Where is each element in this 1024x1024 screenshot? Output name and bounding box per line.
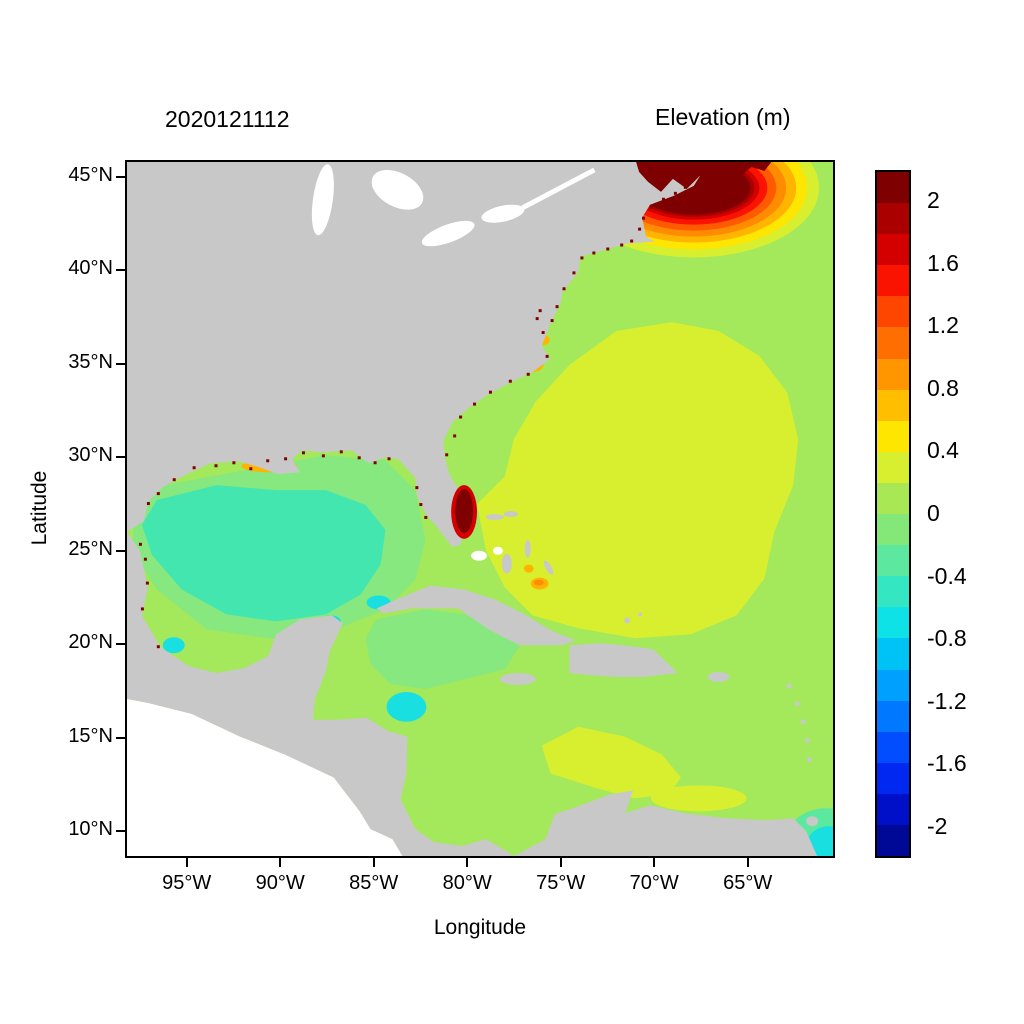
- colorbar-block: [877, 234, 909, 266]
- colorbar-tick-label: 1.2: [927, 312, 959, 339]
- x-tick-mark: [559, 858, 562, 867]
- y-tick-mark: [116, 736, 125, 739]
- x-tick-mark: [653, 858, 656, 867]
- pacific-no-data: [127, 698, 403, 856]
- colorbar-block: [877, 327, 909, 359]
- coastal-flood-speckles: [138, 185, 687, 649]
- y-tick-mark: [116, 549, 125, 552]
- x-tick-mark: [466, 858, 469, 867]
- y-tick-label: 20°N: [68, 631, 113, 654]
- land-north-america: [127, 162, 709, 547]
- islands: [376, 510, 819, 827]
- y-tick-label: 35°N: [68, 350, 113, 373]
- bahama-bank: [471, 550, 487, 561]
- colorbar-block: [877, 265, 909, 297]
- colorbar: [875, 170, 911, 858]
- colorbar-tick-label: -1.2: [927, 687, 967, 714]
- colorbar-block: [877, 700, 909, 732]
- colorbar-tick-label: -1.6: [927, 750, 967, 777]
- colorbar-block: [877, 793, 909, 825]
- y-tick-mark: [116, 362, 125, 365]
- colorbar-block: [877, 482, 909, 515]
- land-mexico-central-america: [127, 531, 514, 856]
- x-tick-label: 90°W: [255, 872, 305, 894]
- x-tick-mark: [372, 858, 375, 867]
- island-puerto-rico: [707, 672, 730, 683]
- colorbar-block: [877, 576, 909, 608]
- x-tick-mark: [746, 858, 749, 867]
- caribbean-high-patch: [541, 726, 681, 799]
- colorbar-block: [877, 172, 909, 204]
- great-lakes: [311, 164, 596, 247]
- colorbar-title: Elevation (m): [655, 104, 791, 130]
- island-trinidad: [806, 816, 819, 827]
- colorbar-tick-label: 2: [927, 187, 940, 214]
- colorbar-tick-label: -2: [927, 812, 948, 839]
- colorbar-block: [877, 669, 909, 701]
- nw-caribbean-band: [365, 609, 520, 689]
- colorbar-block: [877, 203, 909, 235]
- colorbar-block: [877, 358, 909, 390]
- x-tick-mark: [185, 858, 188, 867]
- x-tick-label: 85°W: [349, 872, 399, 894]
- x-tick-label: 95°W: [162, 872, 212, 894]
- island-hispaniola: [569, 643, 678, 678]
- island-jamaica: [499, 673, 536, 685]
- x-tick-label: 75°W: [536, 872, 586, 894]
- honduras-low-patch: [386, 691, 427, 722]
- colorbar-tick-label: 1.6: [927, 249, 959, 276]
- x-tick-label: 70°W: [629, 872, 679, 894]
- colorbar-tick-label: 0.8: [927, 374, 959, 401]
- venezuela-high-patch: [651, 785, 747, 812]
- colorbar-tick-label: -0.4: [927, 562, 967, 589]
- nova-scotia-flooded-area: [636, 162, 772, 192]
- x-tick-label: 80°W: [442, 872, 492, 894]
- lake-huron: [371, 170, 424, 210]
- y-tick-label: 10°N: [68, 818, 113, 841]
- island-cuba: [376, 585, 576, 646]
- y-tick-mark: [116, 269, 125, 272]
- map-plot-area: [125, 160, 835, 858]
- colorbar-tick-label: 0: [927, 500, 940, 526]
- florida-surge-spot: [451, 485, 478, 539]
- colorbar-block: [877, 824, 909, 857]
- colorbar-tick-label: 0.4: [927, 437, 959, 464]
- y-tick-label: 30°N: [68, 444, 113, 467]
- colorbar-block: [877, 762, 909, 794]
- y-tick-mark: [116, 830, 125, 833]
- y-tick-mark: [116, 643, 125, 646]
- y-tick-mark: [116, 456, 125, 459]
- colorbar-block: [877, 296, 909, 328]
- timestamp-title: 2020121112: [165, 106, 290, 132]
- elevation-map: [127, 162, 833, 856]
- colorbar-block: [877, 420, 909, 452]
- x-tick-label: 65°W: [723, 872, 773, 894]
- colorbar-tick-label: -0.8: [927, 625, 967, 652]
- st-lawrence-river: [521, 167, 596, 210]
- x-tick-mark: [279, 858, 282, 867]
- y-tick-mark: [116, 175, 125, 178]
- y-tick-label: 40°N: [68, 257, 113, 280]
- land-south-america: [513, 790, 818, 856]
- bay-of-campeche-low-patch: [162, 637, 185, 654]
- colorbar-block: [877, 451, 909, 483]
- colorbar-block: [877, 545, 909, 577]
- lake-erie: [421, 220, 475, 247]
- y-tick-label: 45°N: [68, 163, 113, 186]
- colorbar-block: [877, 514, 909, 546]
- y-tick-label: 15°N: [68, 724, 113, 747]
- colorbar-block: [877, 731, 909, 763]
- lake-michigan: [311, 164, 334, 236]
- colorbar-block: [877, 389, 909, 421]
- lake-ontario: [481, 204, 525, 223]
- x-axis-label: Longitude: [433, 916, 527, 939]
- gulf-of-mexico-low: [141, 485, 386, 622]
- colorbar-block: [877, 638, 909, 670]
- y-tick-label: 25°N: [68, 537, 113, 560]
- atlantic-high-patch: [477, 322, 799, 639]
- colorbar-block: [877, 607, 909, 639]
